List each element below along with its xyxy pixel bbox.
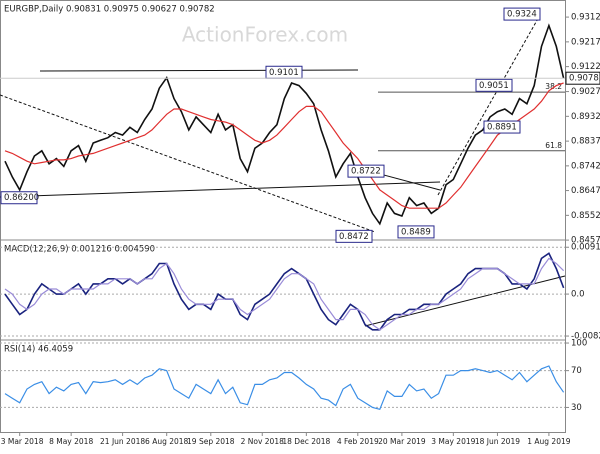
y-tick-label: 30 — [571, 403, 582, 413]
x-tick-label: 1 Aug 2019 — [527, 437, 570, 446]
y-tick-label: 0.93125 — [571, 13, 600, 23]
level-label: 0.86200 — [4, 193, 39, 203]
level-label: 0.9324 — [507, 10, 537, 20]
fib-label: 61.8 — [545, 141, 562, 150]
trendline — [0, 94, 376, 233]
level-box — [475, 78, 513, 92]
y-tick-label: 0.85525 — [571, 211, 600, 221]
level-box — [483, 120, 521, 134]
current-price-box — [565, 71, 600, 85]
y-tick-label: -0.008225 — [571, 332, 600, 342]
watermark: ActionForex.com — [182, 23, 348, 47]
x-tick-label: 20 Mar 2019 — [378, 437, 426, 446]
current-price-label: 0.90782 — [569, 74, 600, 84]
y-tick-label: 0.84576 — [571, 236, 600, 246]
level-label: 0.9051 — [479, 81, 509, 91]
fib-label: 38.2 — [545, 82, 562, 91]
trendline — [0, 181, 441, 198]
level-box — [0, 191, 38, 205]
x-tick-label: 2 Nov 2018 — [241, 437, 284, 446]
y-tick-label: 100 — [571, 339, 587, 349]
trendline — [437, 14, 541, 196]
trendline — [39, 69, 359, 72]
level-label: 0.8472 — [339, 232, 369, 242]
level-box — [397, 225, 435, 239]
panel-title: MACD(12,26,9) 0.001216 0.004590 — [4, 245, 155, 255]
y-tick-label: 0.009181 — [571, 243, 600, 253]
x-tick-label: 4 Feb 2019 — [337, 437, 379, 446]
y-tick-label: 0.0 — [571, 290, 585, 300]
y-tick-label: 0.91226 — [571, 62, 600, 72]
x-tick-label: 19 Sep 2018 — [187, 437, 235, 446]
x-tick-label: 18 Jun 2019 — [475, 437, 520, 446]
y-tick-label: 0.89321 — [571, 112, 600, 122]
y-tick-label: 0.86475 — [571, 186, 600, 196]
series-line — [4, 365, 565, 411]
x-tick-label: 3 May 2019 — [431, 437, 475, 446]
x-tick-label: 21 Jun 2018 — [100, 437, 145, 446]
panel-title: EURGBP,Daily 0.90831 0.90975 0.90627 0.9… — [4, 5, 215, 15]
level-box — [347, 164, 385, 178]
y-tick-label: 70 — [571, 366, 582, 376]
frame — [0, 0, 566, 433]
series-line — [4, 257, 565, 331]
x-tick-label: 18 Dec 2018 — [282, 437, 330, 446]
level-label: 0.9101 — [269, 68, 299, 78]
level-label: 0.8722 — [351, 167, 381, 177]
level-label: 0.8891 — [487, 123, 517, 133]
series-line — [4, 252, 565, 331]
series-line — [4, 82, 564, 209]
level-box — [503, 7, 541, 21]
level-label: 0.8489 — [401, 227, 431, 237]
panel-title: RSI(14) 46.4059 — [4, 345, 73, 355]
level-box — [335, 229, 373, 243]
series-line — [4, 23, 565, 226]
y-tick-label: 0.92175 — [571, 37, 600, 47]
x-tick-label: 23 Mar 2018 — [0, 437, 44, 446]
x-tick-label: 8 May 2018 — [49, 437, 93, 446]
y-tick-label: 0.87422 — [571, 161, 600, 171]
x-tick-label: 6 Aug 2018 — [145, 437, 188, 446]
